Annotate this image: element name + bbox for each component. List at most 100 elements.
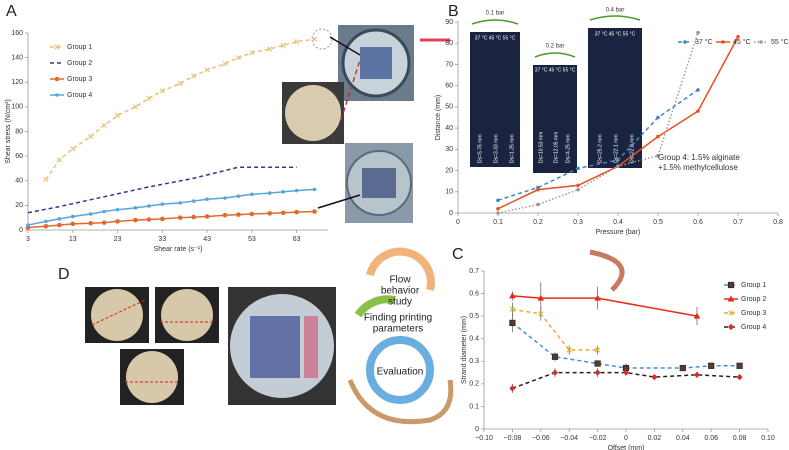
y-tick-label: 20 bbox=[15, 202, 23, 209]
y-tick-label: 100 bbox=[11, 104, 23, 111]
photo-dish bbox=[285, 85, 341, 141]
marker bbox=[88, 220, 93, 226]
x-tick-label: −0.02 bbox=[589, 435, 607, 442]
diameter-label: Ds=22.8 mm bbox=[629, 135, 635, 163]
marker bbox=[267, 46, 273, 52]
marker bbox=[204, 67, 210, 73]
marker bbox=[280, 42, 286, 48]
y-tick-label: 160 bbox=[11, 30, 23, 37]
legend-label: 45 °C bbox=[733, 38, 751, 46]
y-tick-label: 50 bbox=[445, 104, 453, 111]
marker bbox=[43, 224, 49, 229]
marker bbox=[552, 369, 558, 376]
marker bbox=[509, 306, 515, 312]
marker bbox=[294, 39, 300, 45]
marker bbox=[280, 210, 286, 216]
brace bbox=[534, 52, 576, 58]
series-line bbox=[27, 188, 315, 226]
pointer bbox=[317, 194, 361, 209]
marker bbox=[727, 281, 735, 289]
x-axis-label: Shear rate (s⁻¹) bbox=[154, 246, 203, 253]
marker bbox=[509, 292, 516, 299]
x-tick-label: 0.08 bbox=[733, 435, 747, 442]
marker bbox=[250, 192, 254, 197]
marker bbox=[294, 209, 299, 215]
marker bbox=[146, 95, 152, 101]
y-tick-label: 40 bbox=[15, 178, 23, 185]
marker bbox=[54, 76, 60, 82]
marker bbox=[267, 211, 273, 216]
legend-label: Group 4 bbox=[741, 324, 766, 331]
marker bbox=[57, 222, 62, 228]
brace bbox=[589, 15, 641, 21]
y-tick-label: 0.2 bbox=[469, 381, 479, 388]
marker bbox=[623, 369, 629, 376]
x-tick-label: 3 bbox=[26, 236, 30, 243]
y-tick-label: 20 bbox=[445, 167, 453, 174]
marker bbox=[56, 157, 62, 163]
marker bbox=[536, 202, 540, 207]
x-tick-label: 0.6 bbox=[693, 219, 703, 226]
diameter-label: Ds=3.33 mm bbox=[493, 135, 499, 163]
photo-dish bbox=[161, 289, 213, 341]
cycle-arc bbox=[366, 247, 435, 291]
legend-label: Group 2 bbox=[741, 296, 766, 303]
photo-print bbox=[250, 316, 300, 378]
marker bbox=[222, 61, 228, 67]
legend-label: 37 °C bbox=[695, 38, 713, 46]
marker bbox=[191, 214, 196, 220]
y-axis-label: Strand diameter (mm) bbox=[461, 316, 468, 384]
marker bbox=[496, 198, 500, 203]
legend-label: Group 1 bbox=[741, 282, 766, 289]
x-tick-label: −0.06 bbox=[532, 435, 550, 442]
marker bbox=[115, 219, 120, 224]
marker bbox=[204, 214, 210, 219]
photo-dish bbox=[126, 351, 178, 403]
y-tick-label: 0.6 bbox=[469, 290, 479, 297]
temperature-label: 37 °C 45 °C 55 °C bbox=[475, 35, 516, 41]
series-line bbox=[27, 210, 315, 229]
annotation: +1.5% methylcellulose bbox=[658, 163, 738, 172]
marker bbox=[594, 360, 601, 367]
y-tick-label: 120 bbox=[11, 79, 23, 86]
marker bbox=[88, 133, 94, 140]
marker bbox=[759, 40, 763, 44]
y-tick-label: 0.1 bbox=[469, 403, 479, 410]
marker bbox=[236, 212, 241, 217]
marker bbox=[594, 369, 601, 376]
y-tick-label: 0 bbox=[19, 227, 23, 234]
marker bbox=[312, 209, 317, 214]
marker bbox=[160, 202, 165, 206]
series-line bbox=[512, 295, 698, 317]
marker bbox=[656, 134, 660, 139]
x-axis-label: Offset (mm) bbox=[608, 445, 645, 450]
legend-label: Group 3 bbox=[741, 310, 766, 317]
pressure-label: 0.4 bar bbox=[606, 8, 625, 14]
marker bbox=[736, 373, 743, 381]
series-line bbox=[497, 89, 699, 201]
marker bbox=[693, 312, 701, 319]
link-arrow bbox=[589, 249, 625, 292]
cycle-arrow bbox=[347, 379, 454, 425]
marker bbox=[178, 201, 183, 205]
marker bbox=[551, 353, 559, 360]
marker bbox=[708, 362, 715, 369]
marker bbox=[696, 88, 700, 92]
marker bbox=[509, 385, 516, 392]
marker bbox=[656, 153, 660, 158]
marker bbox=[159, 88, 165, 94]
marker bbox=[191, 73, 197, 79]
marker bbox=[43, 176, 49, 183]
x-tick-label: 0.3 bbox=[573, 219, 583, 226]
x-tick-label: 63 bbox=[293, 236, 301, 243]
marker bbox=[88, 212, 93, 216]
panel-label: C bbox=[452, 246, 464, 263]
diameter-label: Ds=5.76 mm bbox=[477, 135, 483, 163]
panel-label: D bbox=[58, 266, 70, 283]
pressure-label: 0.2 bar bbox=[546, 44, 565, 50]
marker bbox=[114, 112, 121, 119]
y-tick-label: 80 bbox=[445, 40, 453, 47]
legend-label: Group 2 bbox=[67, 60, 92, 67]
x-tick-label: −0.04 bbox=[560, 435, 578, 442]
marker bbox=[249, 211, 255, 217]
